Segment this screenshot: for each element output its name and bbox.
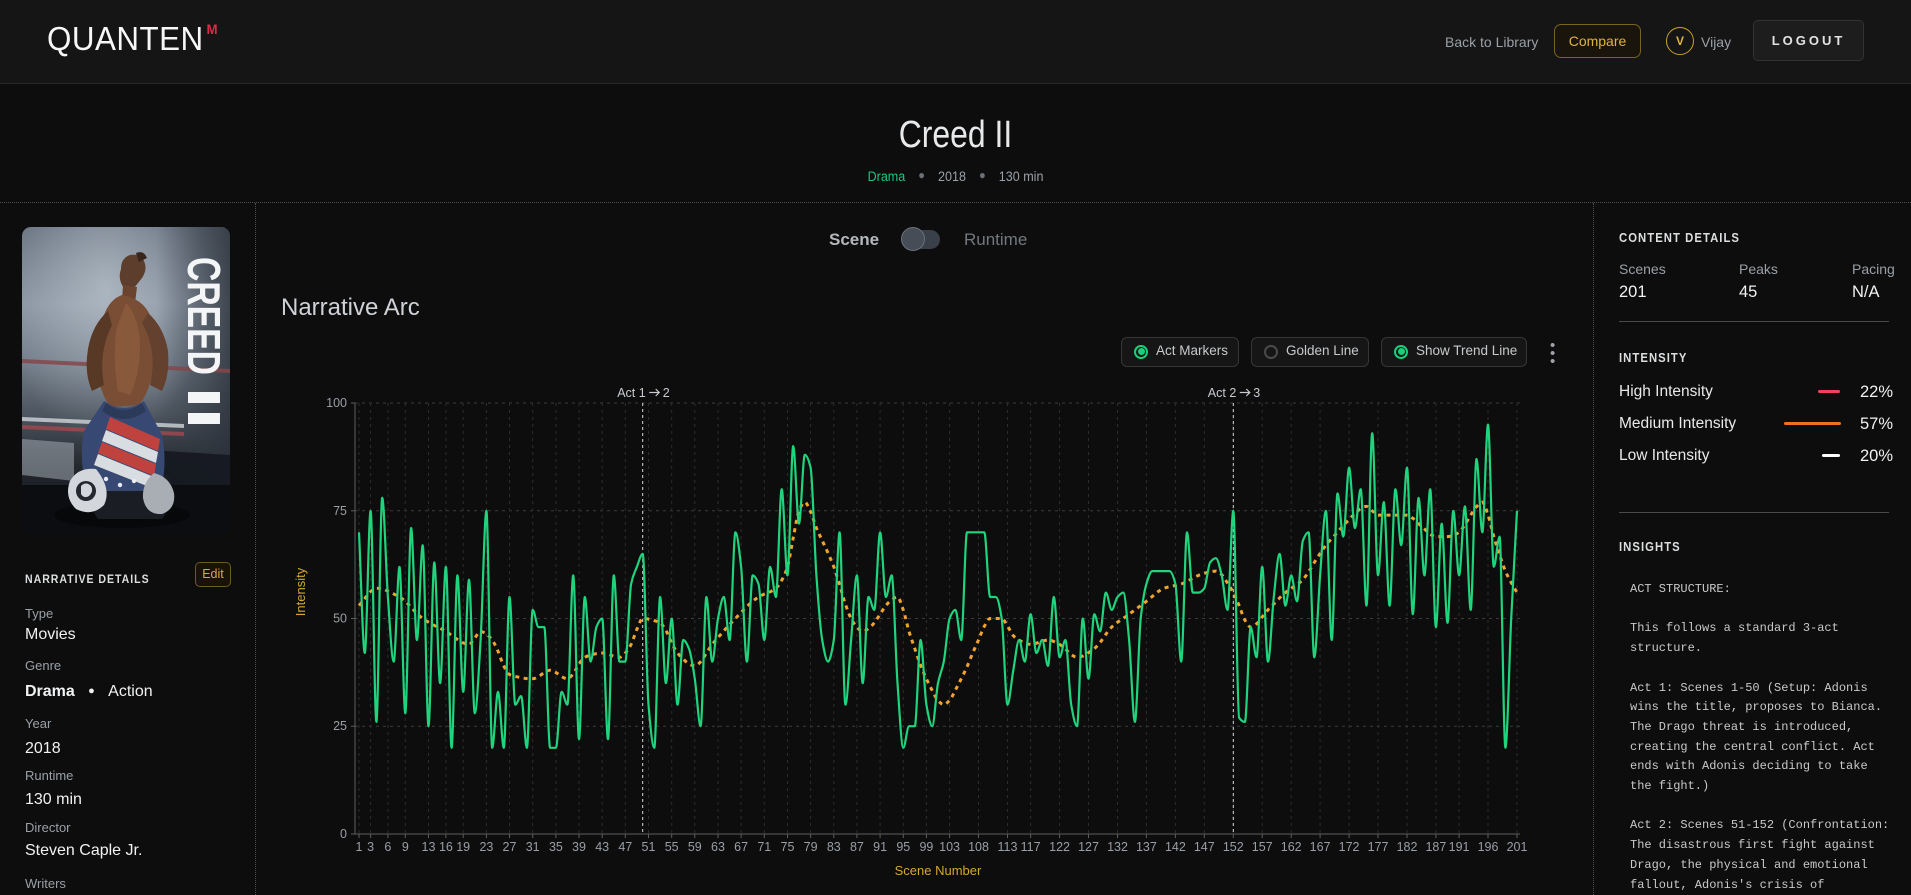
svg-text:167: 167 [1310,840,1331,854]
svg-text:91: 91 [873,840,887,854]
svg-text:Act 2: Act 2 [1208,386,1237,400]
svg-text:Scene Number: Scene Number [895,863,982,878]
svg-text:35: 35 [549,840,563,854]
svg-text:75: 75 [781,840,795,854]
svg-text:59: 59 [688,840,702,854]
svg-text:1: 1 [356,840,363,854]
svg-text:31: 31 [526,840,540,854]
svg-text:13: 13 [422,840,436,854]
svg-text:100: 100 [326,396,347,410]
svg-text:25: 25 [333,719,347,733]
svg-text:122: 122 [1049,840,1070,854]
svg-text:83: 83 [827,840,841,854]
svg-text:162: 162 [1281,840,1302,854]
svg-text:108: 108 [968,840,989,854]
svg-text:157: 157 [1252,840,1273,854]
svg-text:6: 6 [384,840,391,854]
svg-text:23: 23 [479,840,493,854]
svg-text:0: 0 [340,827,347,841]
svg-text:II: II [178,387,230,429]
svg-text:3: 3 [367,840,374,854]
svg-text:196: 196 [1478,840,1499,854]
svg-text:187: 187 [1425,840,1446,854]
svg-text:55: 55 [665,840,679,854]
svg-text:137: 137 [1136,840,1157,854]
svg-text:79: 79 [804,840,818,854]
svg-text:9: 9 [402,840,409,854]
svg-text:2: 2 [663,386,670,400]
svg-text:113: 113 [998,840,1018,854]
svg-text:47: 47 [618,840,632,854]
svg-text:117: 117 [1021,840,1041,854]
svg-text:147: 147 [1194,840,1215,854]
svg-text:Intensity: Intensity [293,567,308,616]
svg-text:39: 39 [572,840,586,854]
svg-text:19: 19 [456,840,470,854]
svg-text:CREED: CREED [178,257,230,375]
svg-text:172: 172 [1339,840,1360,854]
svg-text:43: 43 [595,840,609,854]
svg-text:51: 51 [642,840,656,854]
svg-text:142: 142 [1165,840,1186,854]
svg-text:99: 99 [919,840,933,854]
svg-text:95: 95 [896,840,910,854]
svg-text:50: 50 [333,612,347,626]
svg-text:177: 177 [1368,840,1389,854]
svg-text:103: 103 [939,840,960,854]
svg-text:87: 87 [850,840,864,854]
svg-text:191: 191 [1449,840,1470,854]
svg-text:16: 16 [439,840,453,854]
svg-text:3: 3 [1253,386,1260,400]
svg-text:75: 75 [333,504,347,518]
svg-text:132: 132 [1107,840,1128,854]
svg-text:Act 1: Act 1 [617,386,646,400]
svg-text:71: 71 [757,840,771,854]
svg-text:63: 63 [711,840,725,854]
svg-text:127: 127 [1078,840,1099,854]
svg-text:67: 67 [734,840,748,854]
svg-text:152: 152 [1223,840,1244,854]
svg-text:201: 201 [1507,840,1528,854]
svg-text:182: 182 [1397,840,1418,854]
svg-text:27: 27 [503,840,517,854]
